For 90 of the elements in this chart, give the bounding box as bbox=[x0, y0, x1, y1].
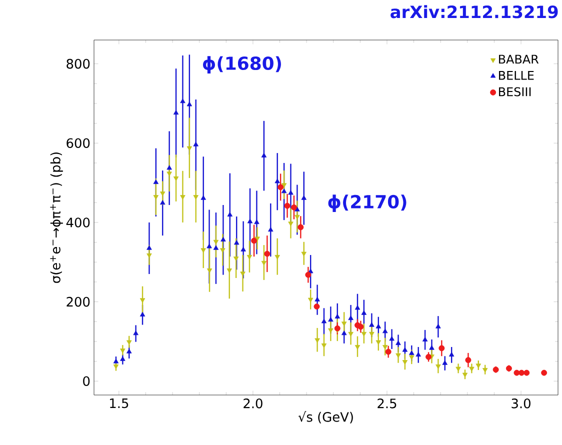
point bbox=[438, 345, 445, 352]
point bbox=[328, 317, 334, 322]
point bbox=[254, 219, 260, 224]
point bbox=[234, 240, 240, 245]
point bbox=[180, 195, 186, 200]
point bbox=[240, 272, 246, 276]
point bbox=[284, 202, 290, 209]
point bbox=[213, 245, 219, 250]
point bbox=[200, 195, 206, 200]
point bbox=[240, 246, 246, 252]
annotation: ϕ(1680) bbox=[202, 56, 281, 74]
point bbox=[389, 336, 394, 341]
y-tick-label: 200 bbox=[66, 296, 90, 307]
point bbox=[541, 370, 548, 376]
legend-label: BABAR bbox=[499, 54, 539, 64]
point bbox=[396, 340, 401, 346]
point bbox=[465, 357, 472, 364]
point bbox=[492, 366, 499, 373]
point bbox=[518, 370, 525, 376]
point bbox=[226, 268, 232, 274]
point bbox=[290, 204, 297, 210]
point bbox=[193, 142, 198, 146]
point bbox=[396, 353, 401, 358]
x-tick-label: 2.0 bbox=[244, 398, 262, 408]
x-tick-label: 2.5 bbox=[378, 398, 396, 408]
point bbox=[376, 340, 382, 345]
point bbox=[429, 345, 434, 350]
point bbox=[506, 365, 512, 372]
point bbox=[382, 328, 388, 334]
point bbox=[314, 296, 320, 302]
legend-label: BESIII bbox=[499, 87, 531, 96]
point bbox=[166, 172, 172, 176]
point bbox=[251, 238, 258, 244]
point bbox=[186, 146, 192, 151]
point bbox=[213, 240, 219, 244]
point bbox=[328, 328, 334, 333]
point bbox=[288, 190, 294, 195]
point bbox=[314, 338, 320, 343]
x-axis-title: √s (GeV) bbox=[298, 411, 353, 424]
point bbox=[254, 236, 260, 242]
y-tick-label: 800 bbox=[66, 58, 90, 69]
point bbox=[186, 102, 192, 106]
point bbox=[200, 248, 206, 253]
x-tick-label: 1.5 bbox=[110, 398, 128, 408]
point bbox=[426, 354, 432, 360]
point bbox=[146, 253, 152, 258]
point bbox=[334, 325, 340, 332]
point bbox=[314, 304, 320, 310]
point bbox=[278, 184, 284, 190]
point bbox=[281, 188, 287, 194]
point bbox=[298, 224, 304, 230]
legend-label: BELLE bbox=[499, 71, 534, 80]
point bbox=[436, 364, 441, 370]
x-tick-label: 3.0 bbox=[512, 398, 530, 408]
point bbox=[341, 330, 347, 336]
point bbox=[416, 352, 421, 357]
text: σ(e$^{+}$e$^{−}$→ϕπ$^{+}$π$^{−}$) (pb) bbox=[50, 152, 63, 283]
y-tick-label: 0 bbox=[83, 376, 90, 386]
point bbox=[268, 227, 274, 232]
point bbox=[308, 298, 314, 302]
point bbox=[220, 236, 226, 242]
point bbox=[348, 315, 354, 320]
point bbox=[264, 250, 270, 257]
point bbox=[301, 252, 307, 256]
y-tick-label: 400 bbox=[66, 218, 90, 228]
point bbox=[274, 178, 280, 184]
point bbox=[126, 340, 132, 345]
point bbox=[274, 254, 280, 260]
point bbox=[206, 244, 212, 248]
point bbox=[442, 360, 448, 365]
point bbox=[220, 248, 226, 253]
point bbox=[133, 330, 138, 336]
point bbox=[436, 324, 441, 328]
point bbox=[369, 322, 374, 327]
point bbox=[140, 312, 146, 316]
point bbox=[160, 200, 166, 205]
point bbox=[288, 222, 294, 226]
point bbox=[126, 348, 132, 354]
point bbox=[166, 165, 172, 170]
point bbox=[524, 370, 530, 376]
chart-title: arXiv:2112.13219 bbox=[390, 5, 558, 18]
point bbox=[153, 179, 159, 184]
point bbox=[514, 370, 520, 376]
y-tick-label: 600 bbox=[66, 138, 90, 148]
point bbox=[305, 272, 312, 278]
annotation: ϕ(2170) bbox=[328, 194, 406, 212]
point bbox=[146, 245, 152, 250]
point bbox=[193, 195, 198, 200]
point bbox=[294, 214, 300, 220]
point bbox=[476, 364, 482, 368]
